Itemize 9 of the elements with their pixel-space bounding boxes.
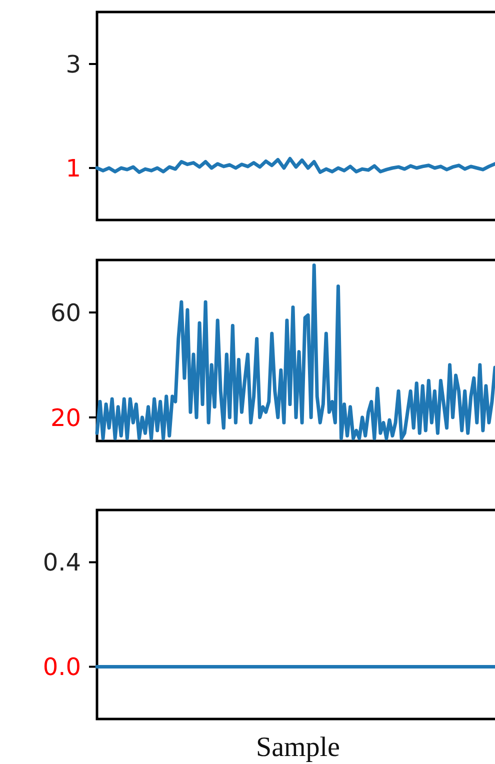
y-tick-label: 0.0: [42, 653, 81, 682]
x-axis-title: Sample: [256, 732, 340, 763]
line-series: [95, 156, 495, 174]
y-tick-label: 60: [50, 298, 81, 327]
y-tick-label: 1: [66, 154, 81, 182]
line-series: [95, 263, 495, 440]
y-tick-label: 0.4: [42, 548, 81, 577]
y-tick-label: 3: [66, 50, 81, 78]
y-tick-label: 20: [50, 404, 81, 432]
